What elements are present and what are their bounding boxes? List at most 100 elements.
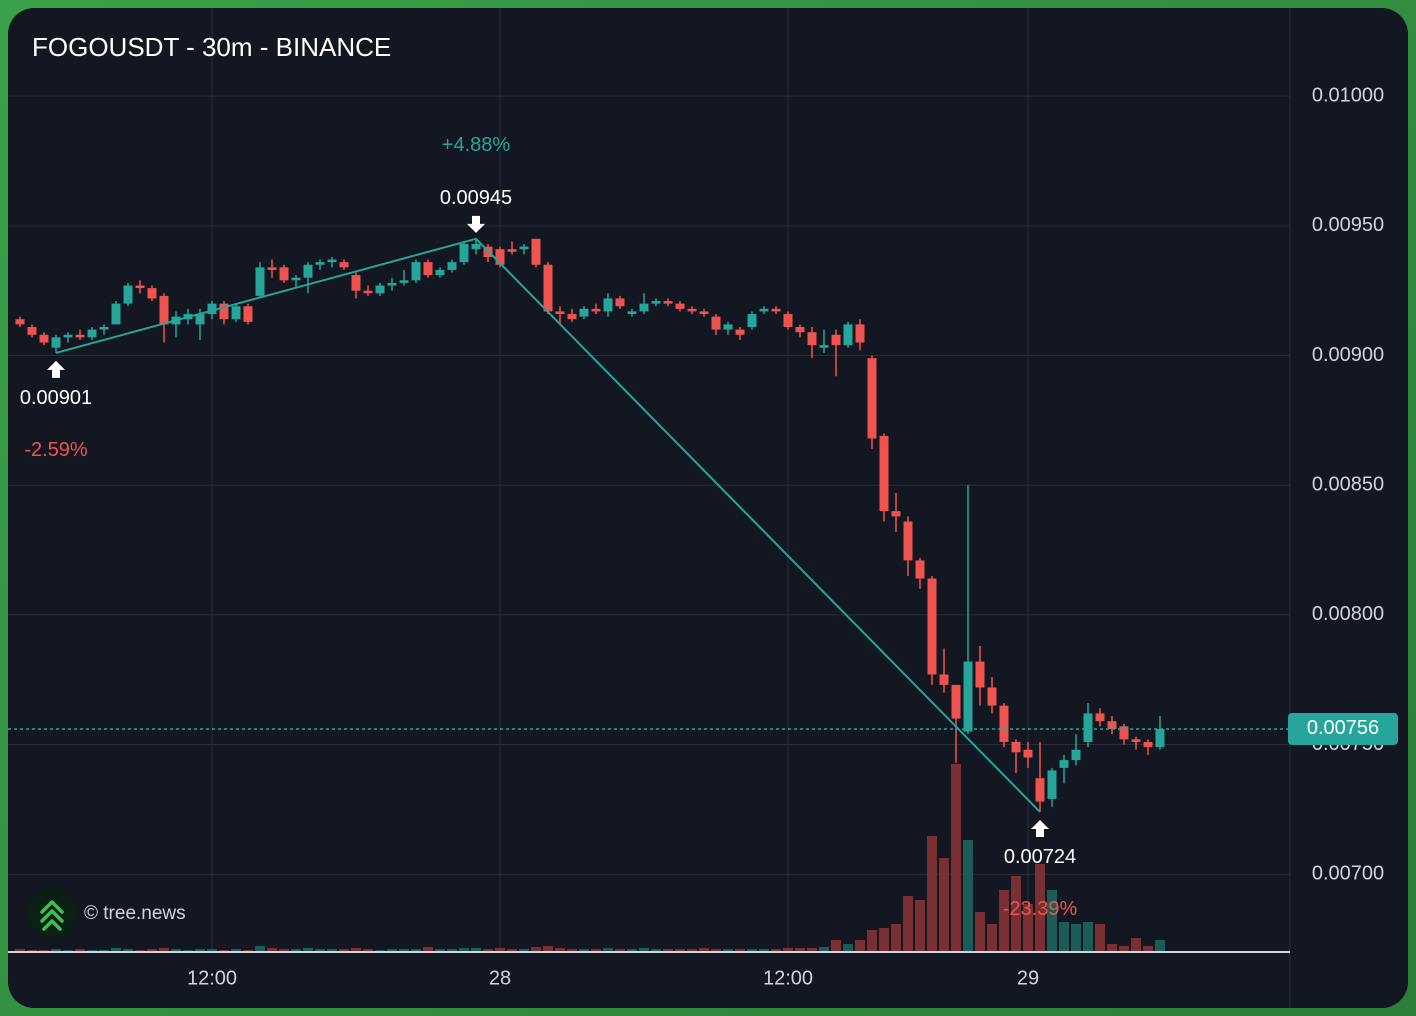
y-tick-label: 0.01000 (1312, 84, 1384, 106)
last-price-badge (1288, 712, 1398, 745)
candle-body (663, 301, 673, 304)
volume-bar (651, 949, 661, 952)
volume-bar (879, 928, 889, 952)
volume-bar (1131, 938, 1141, 952)
candle-body (1155, 728, 1165, 748)
candle-body (783, 314, 793, 327)
candle-body (375, 285, 385, 294)
candle-body (399, 280, 409, 283)
volume-bar (723, 949, 733, 952)
candle-body (63, 334, 73, 338)
volume-bar (1011, 876, 1021, 952)
candle-body (291, 277, 301, 281)
candle-body (327, 259, 337, 263)
volume-bar (159, 948, 169, 952)
volume-bar (267, 948, 277, 952)
pivot-change: +4.88% (442, 134, 511, 156)
volume-bar (75, 949, 85, 952)
candle-body (423, 262, 433, 276)
candle-body (1131, 739, 1141, 742)
zigzag-line (55, 237, 1041, 813)
pivot-label: 0.00945 (440, 187, 512, 209)
volume-bar (555, 948, 565, 952)
candle-body (879, 435, 889, 512)
volume-bar (195, 949, 205, 952)
candle-body (15, 319, 25, 325)
candle-body (591, 308, 601, 312)
volume-bar (339, 949, 349, 952)
candle-body (855, 324, 865, 343)
candle-body (387, 282, 397, 286)
volume-bar (831, 940, 841, 952)
volume-bar (207, 949, 217, 952)
volume-bar (351, 948, 361, 952)
candle-body (675, 303, 685, 309)
volume-bar (435, 949, 445, 952)
candles (15, 238, 1165, 812)
candle-body (1095, 713, 1105, 722)
volume-bar (1119, 946, 1129, 952)
candle-body (147, 288, 157, 299)
candle-body (27, 326, 37, 335)
candle-body (639, 303, 649, 312)
volume-bar (567, 949, 577, 952)
volume-bar (1047, 890, 1057, 952)
volume-bar (1059, 922, 1069, 952)
volume-bar (1107, 944, 1117, 952)
candle-body (279, 267, 289, 281)
pivot-label: 0.00724 (1004, 846, 1076, 868)
candle-body (903, 521, 913, 561)
candle-body (807, 332, 817, 346)
candle-body (651, 301, 661, 304)
candle-body (135, 285, 145, 289)
panel (8, 8, 1408, 1008)
candle-body (1059, 760, 1069, 768)
y-tick-label: 0.00850 (1312, 473, 1384, 495)
volume-bar (591, 949, 601, 952)
volume-bar (1023, 904, 1033, 952)
volume-bar (735, 949, 745, 952)
candle-body (123, 285, 133, 304)
volume-bar (171, 949, 181, 952)
candle-body (963, 661, 973, 732)
candle-body (615, 298, 625, 307)
candle-body (939, 674, 949, 685)
volume-bar (687, 949, 697, 952)
candle-body (951, 684, 961, 719)
candle-body (39, 334, 49, 343)
volume-bar (123, 949, 133, 952)
volume-bar (531, 947, 541, 952)
candle-body (1035, 778, 1045, 802)
candle-body (915, 560, 925, 579)
candle-body (207, 303, 217, 315)
candle-body (339, 262, 349, 268)
watermark: © tree.news (84, 903, 186, 924)
candle-body (867, 358, 877, 439)
volume-bar (747, 949, 757, 952)
candle-body (315, 262, 325, 265)
candle-body (1143, 741, 1153, 748)
volume-bar (603, 948, 613, 952)
pivot-arrow (1031, 819, 1049, 837)
candle-body (195, 314, 205, 325)
volume-bar (327, 949, 337, 952)
candle-body (579, 308, 589, 317)
volume-bar (903, 896, 913, 952)
volume-bar (291, 949, 301, 952)
volume-bar (387, 949, 397, 952)
candle-body (1071, 749, 1081, 761)
volume-bar (579, 949, 589, 952)
candle-body (87, 329, 97, 338)
candle-body (75, 334, 85, 338)
candle-body (507, 249, 517, 252)
volume-bar (987, 924, 997, 952)
candle-body (711, 316, 721, 330)
logo-chevrons (40, 900, 64, 931)
volume-bar (1095, 924, 1105, 952)
x-tick-label: 12:00 (763, 967, 813, 989)
candle-body (699, 311, 709, 315)
pivot-arrow (47, 360, 65, 378)
candle-body (1047, 770, 1057, 799)
candle-body (1083, 713, 1093, 742)
